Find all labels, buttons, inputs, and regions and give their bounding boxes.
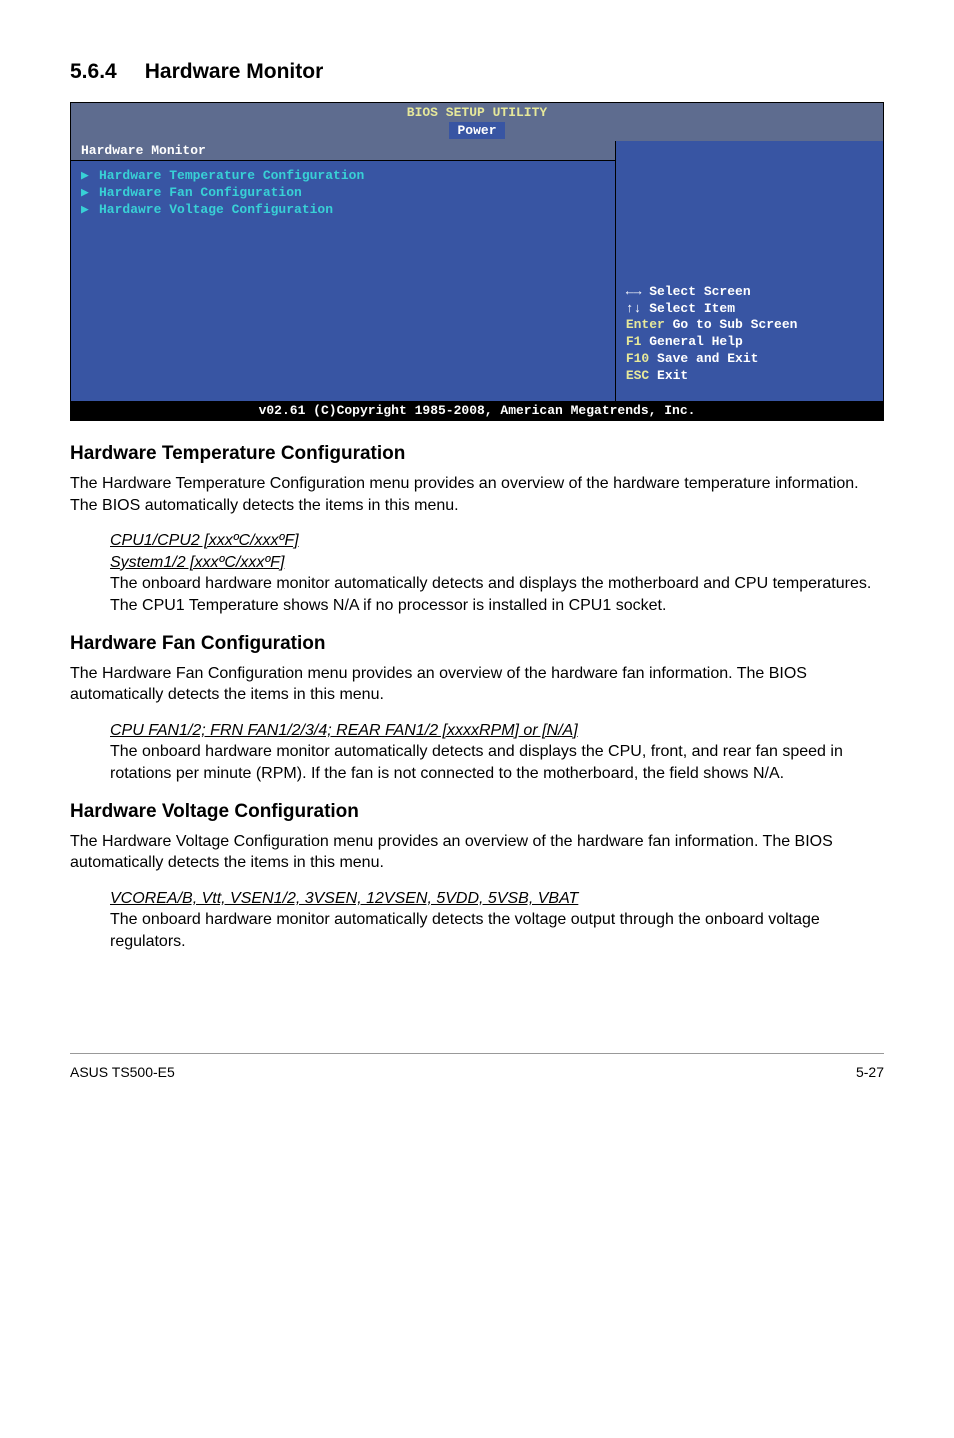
footer-page-number: 5-27 [856,1064,884,1080]
bios-help-text: ←→ Select Screen ↑↓ Select Item Enter Go… [626,284,873,393]
bios-option[interactable]: ▶Hardware Fan Configuration [81,184,605,201]
config-item-desc: The onboard hardware monitor automatical… [110,741,884,784]
bios-left-pane: Hardware Monitor ▶Hardware Temperature C… [71,141,616,401]
help-key: F1 [626,334,642,349]
section-title: Hardware Monitor [145,60,324,83]
bios-copyright: v02.61 (C)Copyright 1985-2008, American … [71,401,883,420]
config-item-desc: The onboard hardware monitor automatical… [110,909,884,952]
bios-tab-row: Power [71,122,883,141]
indent-block: CPU1/CPU2 [xxxºC/xxxºF] System1/2 [xxxºC… [70,530,884,616]
bios-tab-power[interactable]: Power [449,122,504,139]
footer-product: ASUS TS500-E5 [70,1064,175,1080]
bios-content: ▶Hardware Temperature Configuration ▶Har… [71,161,615,338]
help-line: F1 General Help [626,334,873,351]
indent-block: CPU FAN1/2; FRN FAN1/2/3/4; REAR FAN1/2 … [70,720,884,785]
footer-divider [70,1053,884,1054]
bios-option-label: Hardware Fan Configuration [99,185,302,200]
config-item-title: VCOREA/B, Vtt, VSEN1/2, 3VSEN, 12VSEN, 5… [110,888,884,910]
help-line: ←→ Select Screen [626,284,873,301]
subsection-heading: Hardware Voltage Configuration [70,801,884,823]
bios-option-label: Hardware Temperature Configuration [99,168,364,183]
bios-body: Hardware Monitor ▶Hardware Temperature C… [71,141,883,401]
bios-subheader: Hardware Monitor [71,141,615,161]
help-line: ESC Exit [626,368,873,385]
submenu-arrow-icon: ▶ [81,185,99,200]
config-item-desc: The onboard hardware monitor automatical… [110,573,884,616]
bios-option[interactable]: ▶Hardawre Voltage Configuration [81,201,605,218]
help-line: Enter Go to Sub Screen [626,317,873,334]
bios-help-pane: ←→ Select Screen ↑↓ Select Item Enter Go… [616,141,883,401]
subsection-heading: Hardware Fan Configuration [70,633,884,655]
config-item-title: CPU1/CPU2 [xxxºC/xxxºF] [110,530,884,552]
help-key: Enter [626,317,665,332]
section-heading: 5.6.4 Hardware Monitor [70,60,884,84]
subsection-heading: Hardware Temperature Configuration [70,443,884,465]
body-paragraph: The Hardware Voltage Configuration menu … [70,831,884,874]
bios-panel: BIOS SETUP UTILITY Power Hardware Monito… [70,102,884,421]
config-item-title: CPU FAN1/2; FRN FAN1/2/3/4; REAR FAN1/2 … [110,720,884,742]
submenu-arrow-icon: ▶ [81,168,99,183]
bios-option-label: Hardawre Voltage Configuration [99,202,333,217]
help-line: ↑↓ Select Item [626,301,873,318]
section-number: 5.6.4 [70,60,117,84]
help-key: ESC [626,368,649,383]
bios-option[interactable]: ▶Hardware Temperature Configuration [81,167,605,184]
submenu-arrow-icon: ▶ [81,202,99,217]
indent-block: VCOREA/B, Vtt, VSEN1/2, 3VSEN, 12VSEN, 5… [70,888,884,953]
help-line: F10 Save and Exit [626,351,873,368]
config-item-title: System1/2 [xxxºC/xxxºF] [110,552,884,574]
page-footer: ASUS TS500-E5 5-27 [70,1064,884,1080]
body-paragraph: The Hardware Fan Configuration menu prov… [70,663,884,706]
bios-title: BIOS SETUP UTILITY [71,103,883,122]
body-paragraph: The Hardware Temperature Configuration m… [70,473,884,516]
help-key: F10 [626,351,649,366]
